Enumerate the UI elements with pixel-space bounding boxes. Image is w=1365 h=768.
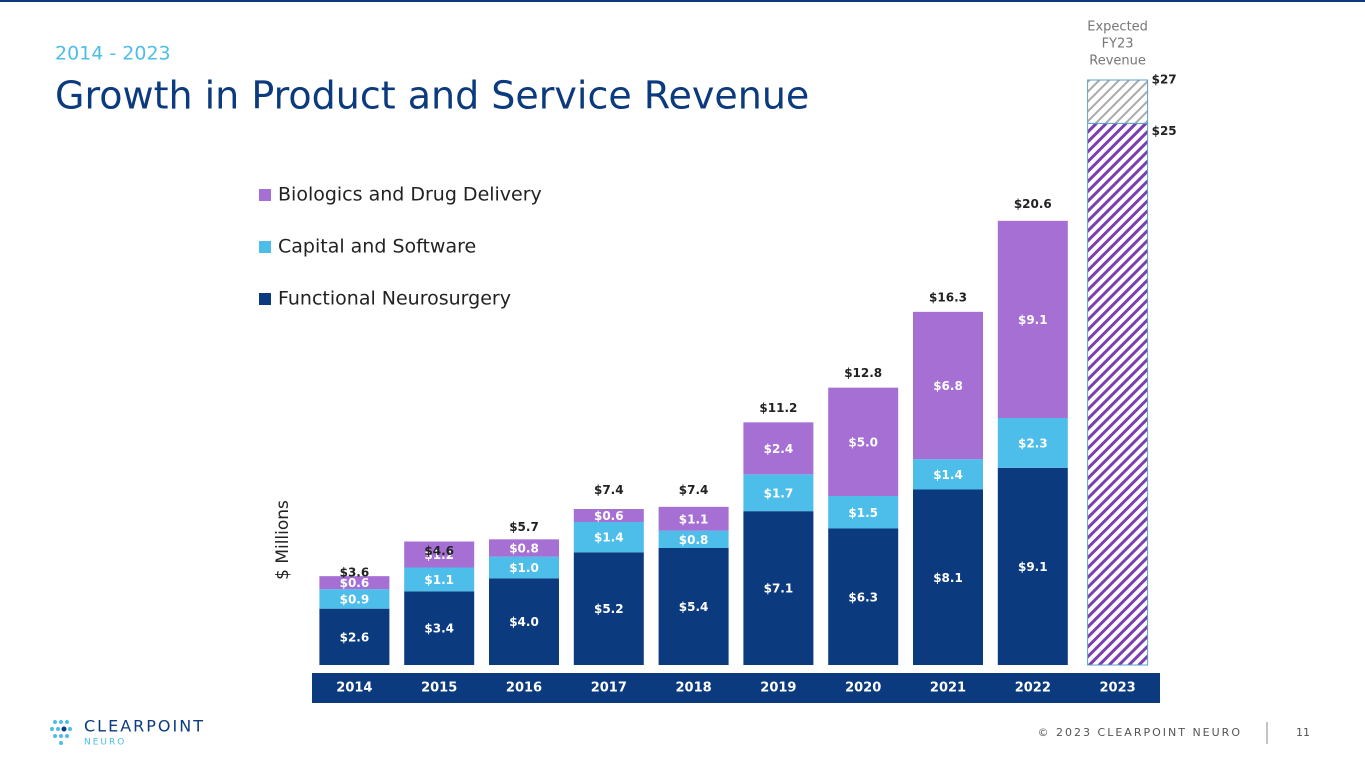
segment-label: $1.0 <box>509 561 539 575</box>
bar-segment <box>489 578 559 665</box>
segment-label: $1.5 <box>848 506 878 520</box>
segment-label: $1.1 <box>424 573 454 587</box>
segment-label: $1.4 <box>594 531 624 545</box>
logo: CLEARPOINT NEURO <box>50 717 205 748</box>
expected-bar <box>1087 122 1149 666</box>
segment-label: $1.4 <box>933 468 963 482</box>
segment-label: $6.8 <box>933 379 963 393</box>
x-tick-label: 2022 <box>1015 681 1051 696</box>
legend-label: Biologics and Drug Delivery <box>278 184 542 206</box>
bar-segment <box>319 589 390 609</box>
bar-segment <box>489 539 559 557</box>
expected-caption: Revenue <box>1089 54 1146 69</box>
legend-label: Functional Neurosurgery <box>278 288 511 310</box>
segment-label: $0.6 <box>340 576 370 590</box>
bar-segment <box>658 530 729 548</box>
segment-label: $7.1 <box>764 582 794 596</box>
copyright: © 2023 CLEARPOINT NEURO <box>1038 726 1242 739</box>
legend-swatch <box>259 189 271 201</box>
bar-segment <box>913 311 983 460</box>
segment-label: $6.3 <box>848 590 878 604</box>
bar-segment <box>828 387 899 496</box>
bar-segment <box>997 418 1068 468</box>
expected-caption: Expected <box>1087 20 1148 35</box>
bar-segment <box>404 567 475 592</box>
bar-segment <box>743 474 814 512</box>
bar-segment <box>658 506 729 531</box>
bar-segment <box>573 522 644 553</box>
total-label: $20.6 <box>1014 197 1052 211</box>
total-label: $5.7 <box>509 520 539 534</box>
legend-swatch <box>259 293 271 305</box>
x-tick-label: 2016 <box>506 681 542 696</box>
bar-segment <box>573 509 644 522</box>
legend-swatch <box>259 241 271 253</box>
segment-label: $0.6 <box>594 509 624 523</box>
expected-upside <box>1087 79 1149 124</box>
total-label: $3.6 <box>340 566 370 580</box>
expected-high-label: $27 <box>1152 73 1177 87</box>
segment-label: $9.1 <box>1018 313 1048 327</box>
bar-segment <box>658 548 729 665</box>
segment-label: $1.2 <box>424 548 454 562</box>
x-tick-label: 2015 <box>421 681 457 696</box>
segment-label: $0.8 <box>679 533 709 547</box>
segment-label: $1.7 <box>764 486 794 500</box>
total-label: $7.4 <box>594 483 624 497</box>
x-tick-label: 2018 <box>676 681 712 696</box>
page-number: 11 <box>1296 726 1310 739</box>
logo-text: CLEARPOINT <box>84 717 205 736</box>
segment-label: $9.1 <box>1018 560 1048 574</box>
bar-segment <box>404 591 475 665</box>
x-tick-label: 2023 <box>1100 681 1136 696</box>
bar-segment <box>997 467 1068 665</box>
segment-label: $8.1 <box>933 571 963 585</box>
total-label: $16.3 <box>929 290 967 304</box>
bar-segment <box>743 422 814 475</box>
bar-segment <box>743 511 814 665</box>
category-band <box>312 673 1160 703</box>
segment-label: $2.4 <box>764 442 794 456</box>
segment-label: $5.0 <box>848 435 878 449</box>
segment-label: $4.0 <box>509 615 539 629</box>
bar-segment <box>913 489 983 665</box>
bar-segment <box>319 576 390 590</box>
bar-segment <box>573 552 644 665</box>
bar-segment <box>489 556 559 579</box>
bar-segment <box>404 541 475 568</box>
x-tick-label: 2021 <box>930 681 966 696</box>
title: Growth in Product and Service Revenue <box>55 74 809 118</box>
expected-caption: FY23 <box>1102 37 1134 52</box>
segment-label: $3.4 <box>424 622 454 636</box>
subtitle: 2014 - 2023 <box>55 43 171 65</box>
segment-label: $5.4 <box>679 600 709 614</box>
total-label: $11.2 <box>759 401 797 415</box>
expected-low-label: $25 <box>1152 124 1177 138</box>
total-label: $12.8 <box>844 366 882 380</box>
top-rule <box>0 0 1365 2</box>
segment-label: $5.2 <box>594 602 624 616</box>
bar-segment <box>319 608 390 665</box>
x-tick-label: 2020 <box>845 681 881 696</box>
logo-sub: NEURO <box>84 738 126 748</box>
segment-label: $2.3 <box>1018 436 1048 450</box>
legend-label: Capital and Software <box>278 236 476 258</box>
segment-label: $2.6 <box>340 630 370 644</box>
segment-label: $1.1 <box>679 512 709 526</box>
x-tick-label: 2014 <box>336 681 372 696</box>
bar-segment <box>828 496 899 529</box>
x-tick-label: 2019 <box>760 681 796 696</box>
segment-label: $0.9 <box>340 592 370 606</box>
y-axis-label: $ Millions <box>273 500 293 580</box>
segment-label: $0.8 <box>509 542 539 556</box>
bar-segment <box>997 220 1068 418</box>
total-label: $7.4 <box>679 483 709 497</box>
x-tick-label: 2017 <box>591 681 627 696</box>
bar-segment <box>913 459 983 490</box>
bar-segment <box>828 528 899 665</box>
total-label: $4.6 <box>424 544 454 558</box>
